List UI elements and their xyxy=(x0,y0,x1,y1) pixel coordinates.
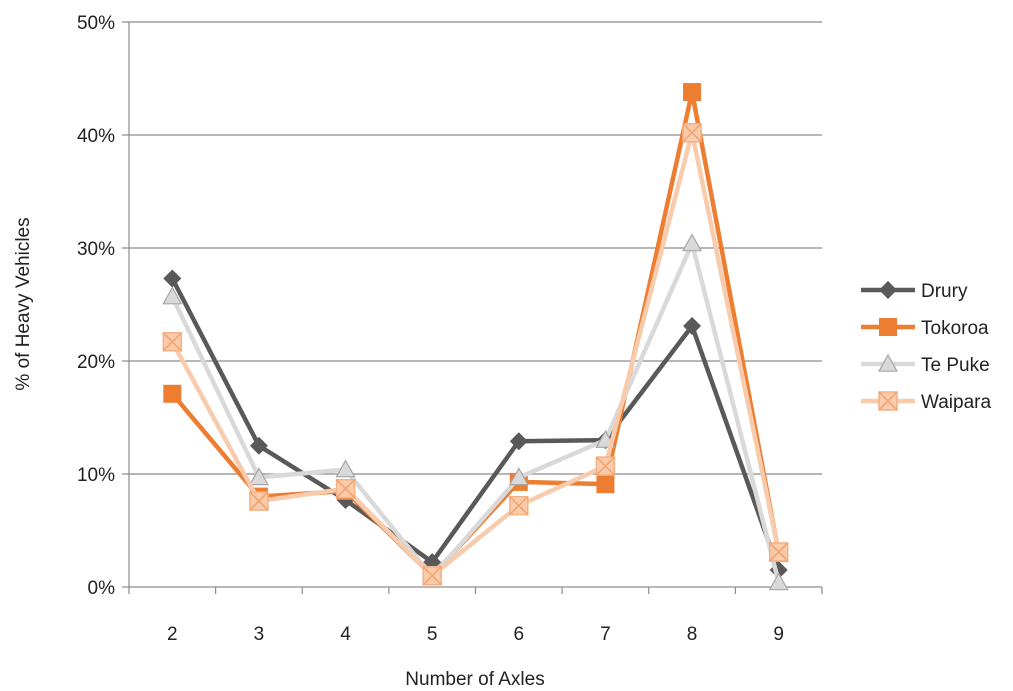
data-point-te-puke xyxy=(682,233,703,252)
data-point-drury xyxy=(509,432,528,451)
legend-item-tokoroa: Tokoroa xyxy=(861,318,989,339)
legend-label-drury: Drury xyxy=(921,281,968,302)
data-point-tokoroa xyxy=(163,384,182,403)
data-point-waipara xyxy=(335,478,356,499)
data-point-tokoroa xyxy=(596,475,615,494)
y-tick-label: 30% xyxy=(77,239,115,260)
data-point-te-puke xyxy=(335,459,356,478)
legend-label-te-puke: Te Puke xyxy=(921,355,990,376)
data-point-waipara xyxy=(768,542,789,562)
x-tick-label: 3 xyxy=(254,624,265,645)
y-tick-label: 10% xyxy=(77,465,115,486)
series-drury xyxy=(163,269,788,580)
x-tick-label: 5 xyxy=(427,624,438,645)
data-point-waipara xyxy=(509,495,529,516)
data-point-drury xyxy=(163,269,182,288)
series-waipara xyxy=(162,122,789,586)
x-tick-label: 8 xyxy=(687,624,698,645)
legend-marker-tokoroa xyxy=(879,318,897,336)
data-point-drury xyxy=(249,436,268,455)
series-line-te-puke xyxy=(170,241,781,584)
data-point-waipara xyxy=(595,456,616,476)
data-point-te-puke xyxy=(162,286,183,305)
legend-item-waipara: Waipara xyxy=(861,391,991,413)
axes: 0% 10% 20% 30% 40% 50% 2 3 4 5 6 7 8 9 xyxy=(77,13,823,645)
x-axis-title: Number of Axles xyxy=(405,669,544,690)
x-tick-label: 4 xyxy=(340,624,351,645)
legend-item-te-puke: Te Puke xyxy=(861,353,990,376)
x-tick-label: 9 xyxy=(773,624,784,645)
legend-marker-waipara xyxy=(878,391,898,411)
legend-label-waipara: Waipara xyxy=(921,392,991,413)
data-point-waipara xyxy=(682,122,702,143)
data-point-te-puke xyxy=(768,572,789,591)
legend-item-drury: Drury xyxy=(861,281,968,302)
legend-label-tokoroa: Tokoroa xyxy=(921,318,989,339)
y-tick-label: 20% xyxy=(77,352,115,373)
data-point-waipara xyxy=(162,332,183,352)
legend-marker-te-puke xyxy=(877,353,899,372)
data-point-waipara xyxy=(249,491,269,511)
data-point-te-puke xyxy=(508,467,529,486)
x-tick-label: 6 xyxy=(514,624,525,645)
data-point-drury xyxy=(683,316,702,335)
data-point-tokoroa xyxy=(683,83,702,102)
series-line-drury xyxy=(170,277,781,571)
x-tick-label: 2 xyxy=(167,624,178,645)
series-te-puke xyxy=(162,233,789,591)
data-point-te-puke xyxy=(248,467,269,486)
y-tick-label: 0% xyxy=(88,578,116,599)
y-tick-label: 50% xyxy=(77,13,115,34)
series-group xyxy=(162,83,789,591)
series-line-waipara xyxy=(170,130,781,578)
legend: Drury Tokoroa Te Puke Waipara xyxy=(861,281,991,413)
data-point-waipara xyxy=(422,565,442,586)
legend-marker-drury xyxy=(879,281,897,299)
y-tick-label: 40% xyxy=(77,126,115,147)
y-axis-title: % of Heavy Vehicles xyxy=(13,217,34,390)
x-tick-label: 7 xyxy=(600,624,611,645)
